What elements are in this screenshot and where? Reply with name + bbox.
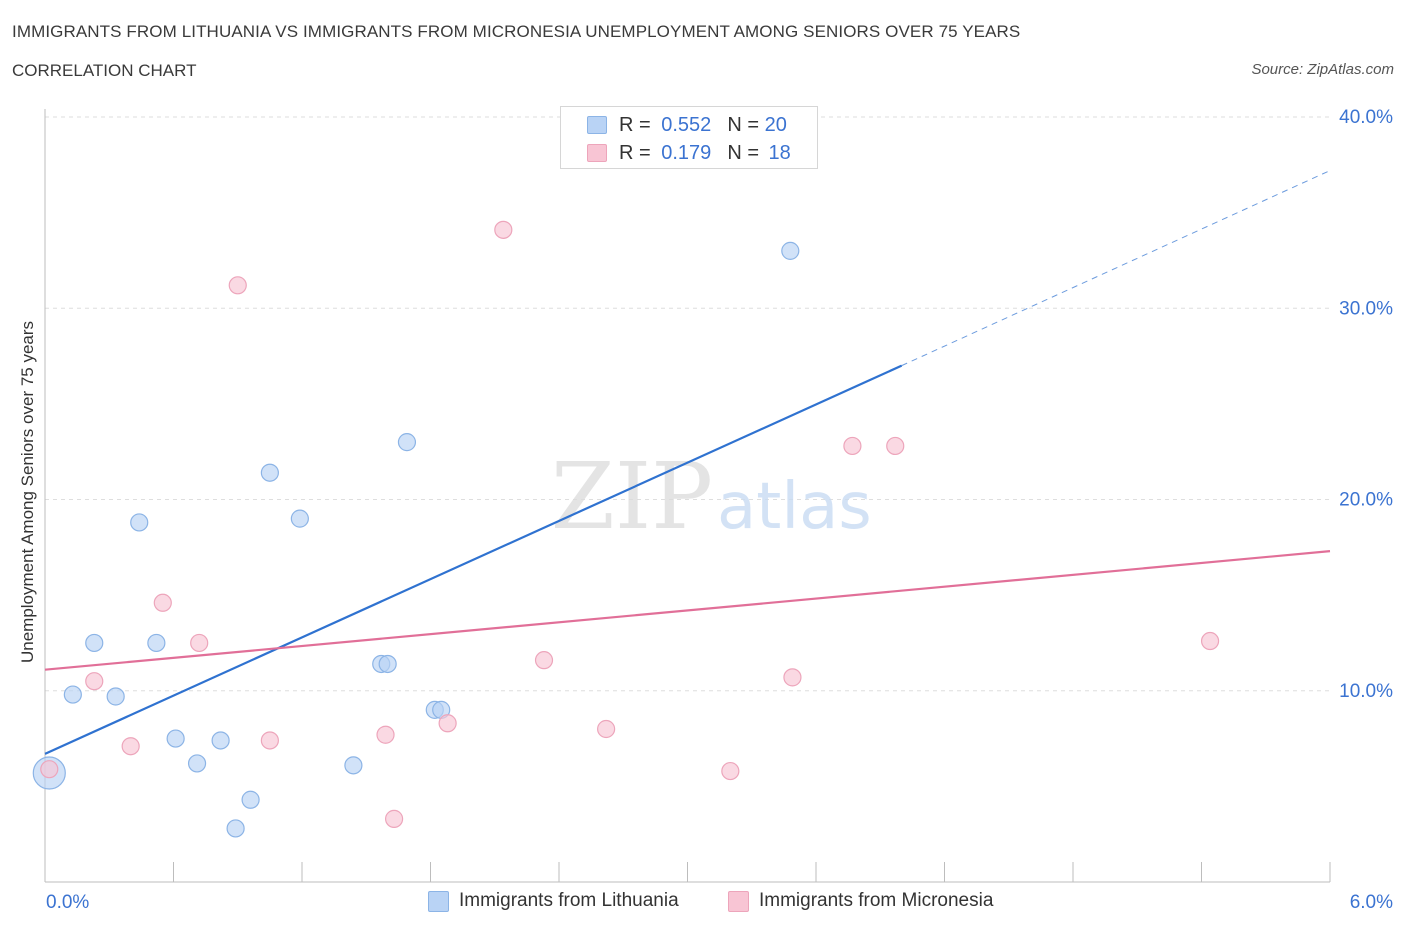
lithuania-point: [290, 509, 309, 528]
chart-title: IMMIGRANTS FROM LITHUANIA VS IMMIGRANTS …: [12, 22, 1021, 41]
bottom-legend-micronesia: Immigrants from Micronesia: [728, 890, 993, 912]
micronesia-point: [153, 593, 172, 612]
lithuania-point: [397, 433, 417, 452]
micronesia-point: [85, 672, 104, 691]
micronesia-point: [121, 737, 140, 756]
x-tick-label-max: 6.0%: [1350, 892, 1393, 913]
lithuania-r-label: R =: [619, 113, 651, 136]
lithuania-trend-extension: [901, 170, 1331, 367]
legend-row-lithuania: R = 0.552 N = 20: [587, 114, 787, 136]
micronesia-n-label: N =: [727, 141, 760, 164]
micronesia-point: [376, 725, 395, 744]
lithuania-point: [211, 731, 230, 750]
micronesia-point: [886, 436, 905, 456]
micronesia-point: [1200, 631, 1220, 651]
micronesia-point: [228, 276, 247, 295]
micronesia-point: [843, 436, 862, 456]
bottom-legend-lithuania-swatch: [428, 890, 449, 912]
micronesia-point: [384, 809, 404, 828]
lithuania-point: [147, 633, 166, 653]
watermark-atlas: atlas: [717, 470, 872, 544]
legend-row-micronesia: R = 0.179 N = 18: [587, 142, 795, 164]
lithuania-n-label: N =: [727, 113, 760, 136]
axes: [44, 109, 1331, 883]
lithuania-point: [106, 687, 125, 706]
lithuania-point: [130, 513, 149, 532]
lithuania-point: [260, 463, 279, 482]
y-tick-label: 40.0%: [1339, 107, 1393, 128]
gridlines: [45, 116, 1330, 692]
lithuania-point: [187, 754, 207, 773]
micronesia-swatch: [587, 144, 607, 162]
lithuania-point: [85, 633, 104, 653]
lithuania-swatch: [587, 116, 607, 134]
micronesia-r-value: 0.179: [661, 141, 712, 164]
lithuania-point: [344, 756, 363, 775]
source-credit: Source: ZipAtlas.com: [1251, 61, 1394, 78]
tick-labels: 10.0% 20.0% 30.0% 40.0% 0.0% 6.0%: [46, 107, 1393, 913]
zipatlas-watermark: ZIP atlas: [551, 443, 872, 550]
micronesia-point: [534, 651, 554, 670]
lithuania-point: [166, 729, 185, 748]
bottom-legend-micronesia-swatch: [728, 890, 749, 912]
micronesia-point: [597, 719, 616, 739]
lithuania-point: [378, 654, 397, 674]
lithuania-point: [781, 241, 800, 260]
micronesia-point: [190, 633, 209, 653]
x-tick-label-min: 0.0%: [46, 892, 89, 913]
micronesia-n-value: 18: [768, 141, 791, 164]
trend-lines: [44, 170, 1331, 755]
micronesia-trend-line: [44, 550, 1331, 671]
lithuania-point: [226, 819, 245, 838]
watermark-zip: ZIP: [551, 443, 713, 550]
lithuania-trend-line: [44, 364, 903, 755]
micronesia-point: [494, 220, 513, 239]
bottom-legend-lithuania: Immigrants from Lithuania: [428, 890, 679, 912]
chart-subtitle: CORRELATION CHART: [12, 61, 197, 80]
correlation-legend: R = 0.552 N = 20 R = 0.179 N = 18: [560, 106, 818, 169]
micronesia-point: [721, 761, 740, 781]
bottom-legend-lithuania-label: Immigrants from Lithuania: [459, 890, 679, 911]
bottom-legend-micronesia-label: Immigrants from Micronesia: [759, 890, 994, 911]
lithuania-n-value: 20: [764, 113, 787, 136]
micronesia-point: [260, 731, 279, 750]
lithuania-point: [63, 685, 82, 704]
data-points: [32, 220, 1220, 838]
micronesia-point: [783, 668, 802, 687]
y-tick-label: 10.0%: [1339, 681, 1393, 702]
micronesia-point: [438, 714, 457, 733]
y-tick-label: 20.0%: [1339, 490, 1393, 511]
micronesia-r-label: R =: [619, 141, 651, 164]
lithuania-point: [241, 790, 260, 809]
lithuania-r-value: 0.552: [661, 113, 712, 136]
y-tick-label: 30.0%: [1339, 298, 1393, 319]
micronesia-point: [40, 760, 59, 779]
